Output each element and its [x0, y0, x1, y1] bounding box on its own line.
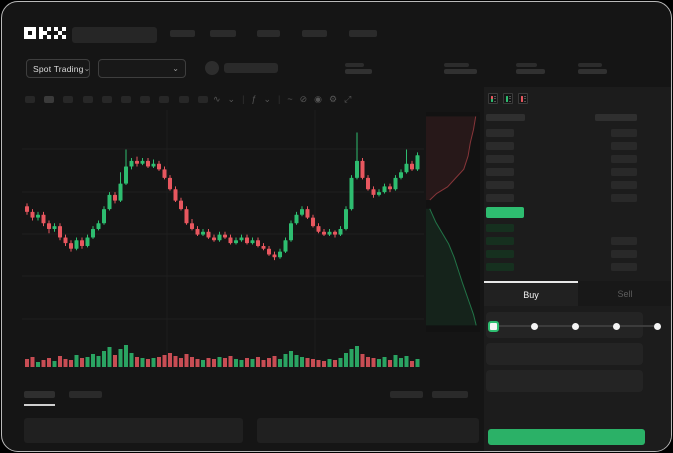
stat-value-placeholder	[516, 69, 545, 74]
bottom-action[interactable]	[432, 391, 468, 398]
stat-label-placeholder	[345, 63, 364, 67]
stat-label-placeholder	[444, 63, 469, 67]
line-style-icon[interactable]: ~	[287, 93, 293, 104]
timeframe-button[interactable]	[178, 96, 189, 103]
slider-stop[interactable]	[612, 322, 620, 330]
stat-value-placeholder	[444, 69, 477, 74]
slider-stop[interactable]	[530, 322, 538, 330]
bid-price-placeholder	[486, 250, 514, 258]
market-type-dropdown[interactable]: Spot Trading ⌄	[26, 59, 90, 78]
ask-size-placeholder	[611, 129, 637, 137]
stat-value-placeholder	[345, 69, 372, 74]
ask-size-placeholder	[611, 181, 637, 189]
ask-price-placeholder	[486, 129, 514, 137]
snapshot-icon[interactable]: ◉	[314, 93, 323, 104]
search-bar[interactable]	[72, 27, 157, 43]
fullscreen-icon[interactable]: ⤢	[344, 93, 352, 104]
nav-item[interactable]	[302, 30, 327, 37]
ask-size-placeholder	[611, 155, 637, 163]
stat-value-placeholder	[578, 69, 607, 74]
bid-size-placeholder	[611, 237, 637, 245]
timeframe-button[interactable]	[44, 96, 55, 103]
candlestick-chart[interactable]	[22, 110, 424, 372]
amount-column-header	[595, 114, 637, 121]
buy-button[interactable]	[488, 429, 645, 445]
avatar[interactable]	[205, 61, 219, 75]
timeframe-button[interactable]	[140, 96, 151, 103]
indicators-icon[interactable]: ƒ	[251, 93, 257, 104]
ask-price-placeholder	[486, 155, 514, 163]
bid-price-placeholder	[486, 224, 514, 232]
slider-stop[interactable]	[653, 322, 661, 330]
bid-price-placeholder	[486, 237, 514, 245]
asks-book-icon[interactable]	[518, 93, 528, 104]
ask-price-placeholder	[486, 194, 514, 202]
okx-logo[interactable]	[24, 27, 68, 40]
asks-depth-area	[426, 116, 476, 200]
timeframe-button[interactable]	[197, 96, 208, 103]
ask-size-placeholder	[611, 142, 637, 150]
trade-tabs: Buy Sell	[484, 281, 671, 306]
trade-sidebar: Buy Sell	[484, 87, 671, 451]
bids-book-icon[interactable]	[503, 93, 513, 104]
bottom-action[interactable]	[390, 391, 423, 398]
ask-price-placeholder	[486, 168, 514, 176]
ask-size-placeholder	[611, 194, 637, 202]
order-input-placeholder[interactable]	[486, 370, 643, 392]
bid-price-placeholder	[486, 263, 514, 271]
depth-chart[interactable]	[426, 112, 480, 332]
nav-item[interactable]	[210, 30, 236, 37]
order-input-placeholder[interactable]	[486, 343, 643, 365]
volume-layer	[25, 345, 420, 367]
account-placeholder[interactable]	[224, 63, 278, 73]
price-column-header	[486, 114, 525, 121]
ask-price-placeholder	[486, 181, 514, 189]
bid-size-placeholder	[611, 250, 637, 258]
timeframe-button[interactable]	[63, 96, 74, 103]
bids-depth-area	[426, 208, 477, 326]
timeframe-button[interactable]	[159, 96, 170, 103]
bottom-tab-active[interactable]	[24, 391, 55, 398]
slider-stop[interactable]	[571, 322, 579, 330]
bottom-tab[interactable]	[69, 391, 102, 398]
candle-style-icon[interactable]: ∿	[213, 93, 221, 104]
ask-size-placeholder	[611, 168, 637, 176]
candles-layer	[25, 155, 420, 258]
nav-item[interactable]	[257, 30, 280, 37]
combined-book-icon[interactable]	[488, 93, 498, 104]
compare-icon[interactable]: ⊘	[299, 93, 308, 104]
settings-icon[interactable]: ⚙	[329, 93, 338, 104]
market-type-label: Spot Trading	[33, 63, 84, 74]
active-tab-underline	[24, 404, 55, 406]
slider-handle[interactable]	[487, 320, 499, 332]
bid-size-placeholder	[611, 263, 637, 271]
ask-price-placeholder	[486, 142, 514, 150]
tab-sell[interactable]: Sell	[578, 281, 671, 306]
candle-style-chevron-icon[interactable]: ⌄	[227, 93, 236, 104]
toolbar-divider: |	[242, 93, 245, 104]
orders-panel-placeholder[interactable]	[24, 418, 243, 443]
last-price-flag[interactable]	[486, 207, 524, 218]
history-panel-placeholder[interactable]	[257, 418, 479, 443]
toolbar-divider: |	[278, 93, 281, 104]
chevron-down-icon: ⌄	[172, 63, 179, 73]
chevron-down-icon: ⌄	[83, 63, 91, 73]
nav-item[interactable]	[349, 30, 377, 37]
chart-tools: ∿ ⌄ | ƒ ⌄ | ~ ⊘ ◉ ⚙ ⤢	[213, 92, 351, 106]
stat-label-placeholder	[516, 63, 537, 67]
timeframe-button[interactable]	[101, 96, 112, 103]
timeframe-button[interactable]	[82, 96, 93, 103]
stat-label-placeholder	[578, 63, 602, 67]
timeframe-button[interactable]	[121, 96, 131, 103]
orderbook-view-toggles	[488, 93, 528, 104]
nav-item[interactable]	[170, 30, 195, 37]
indicators-chevron-icon[interactable]: ⌄	[263, 93, 271, 104]
tab-buy[interactable]: Buy	[484, 281, 578, 306]
timeframe-button[interactable]	[25, 96, 35, 103]
pair-dropdown[interactable]: ⌄	[98, 59, 186, 78]
